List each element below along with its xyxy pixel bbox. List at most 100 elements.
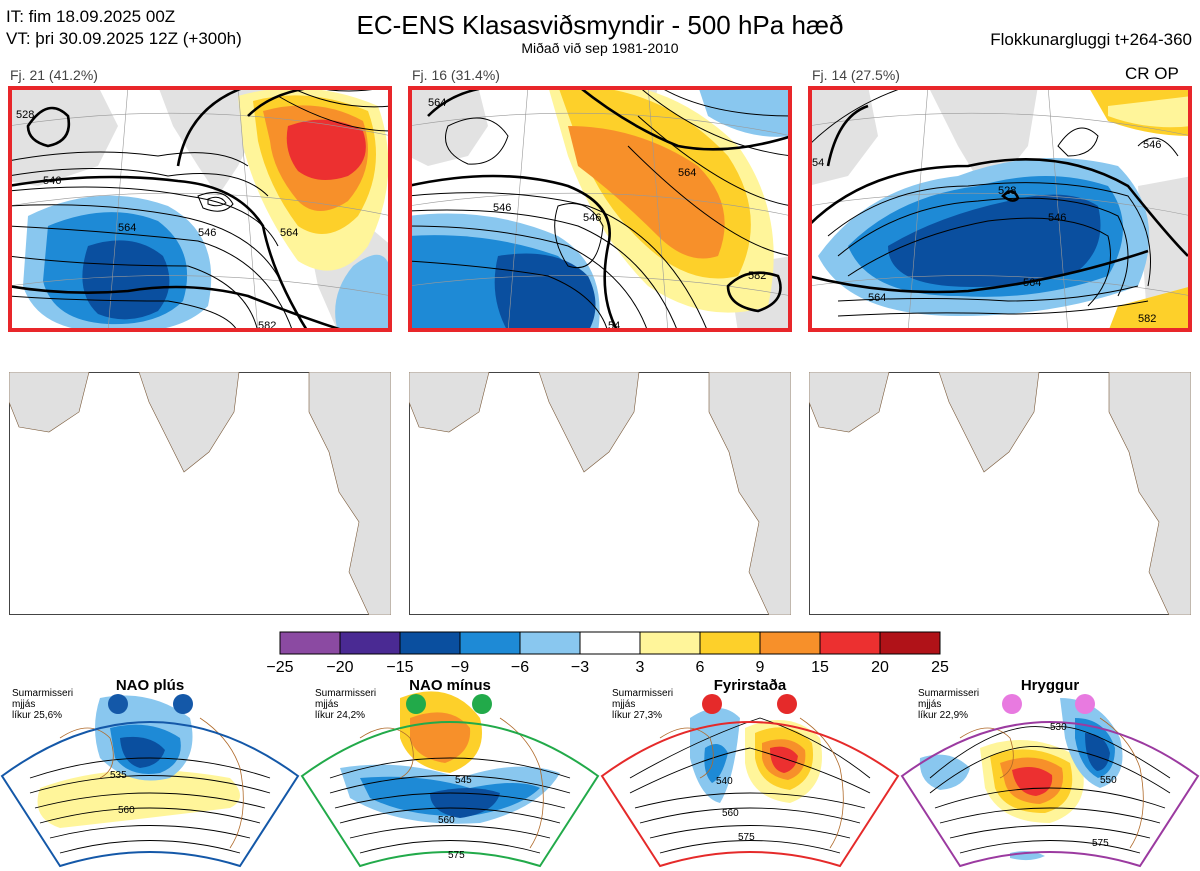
regime-fyrirstada: Fyrirstaða Sumarmisseri mjjás líkur 27,3… bbox=[600, 678, 900, 868]
contour-label: 564 bbox=[280, 227, 298, 239]
colorbar-swatch bbox=[759, 631, 821, 655]
empty-map-1 bbox=[9, 372, 391, 615]
colorbar-swatch bbox=[879, 631, 941, 655]
cluster-map-3: 54 528 546 546 564 564 582 bbox=[808, 86, 1192, 332]
contour-label: 564 bbox=[118, 222, 136, 234]
regime-marker bbox=[108, 694, 128, 714]
contour-label: 546 bbox=[583, 212, 601, 224]
regime-title: Fyrirstaða bbox=[714, 678, 787, 694]
contour-label: 528 bbox=[998, 185, 1016, 197]
contour-label: 560 bbox=[438, 815, 455, 826]
contour-label: 54 bbox=[812, 157, 824, 169]
colorbar-tick-label: 9 bbox=[756, 659, 765, 676]
contour-label: 546 bbox=[1143, 139, 1161, 151]
contour-label: 550 bbox=[1100, 775, 1117, 786]
cluster-frame bbox=[808, 86, 1192, 332]
regime-marker bbox=[1075, 694, 1095, 714]
contour-label: 546 bbox=[198, 227, 216, 239]
colorbar-tick-label: −6 bbox=[511, 659, 529, 676]
regime-nao-minus: NAO mínus Sumarmisseri mjjás líkur 24,2%… bbox=[300, 678, 600, 868]
colorbar-tick-label: 25 bbox=[931, 659, 949, 676]
regime-note-line: líkur 22,9% bbox=[918, 710, 968, 721]
regime-note-line: mjjás bbox=[918, 699, 941, 710]
header-info: IT: fim 18.09.2025 00Z VT: þri 30.09.202… bbox=[6, 6, 242, 50]
cluster-3-label: Fj. 14 (27.5%) bbox=[812, 67, 900, 83]
colorbar-swatch bbox=[399, 631, 461, 655]
contour-label: 530 bbox=[1050, 722, 1067, 733]
colorbar-tick-label: 20 bbox=[871, 659, 889, 676]
regime-marker bbox=[702, 694, 722, 714]
regime-note-line: mjjás bbox=[12, 699, 35, 710]
regimes-panel: NAO plús Sumarmisseri mjjás líkur 25,6% … bbox=[0, 678, 1200, 868]
contour-label: 560 bbox=[118, 805, 135, 816]
regime-marker bbox=[406, 694, 426, 714]
contour-label: 528 bbox=[16, 109, 34, 121]
empty-map-3 bbox=[809, 372, 1191, 615]
empty-map-2 bbox=[409, 372, 791, 615]
colorbar-swatch bbox=[579, 631, 641, 655]
regime-note-line: líkur 24,2% bbox=[315, 710, 365, 721]
regime-note-line: líkur 25,6% bbox=[12, 710, 62, 721]
colorbar-tick-label: 15 bbox=[811, 659, 829, 676]
contour-label: 546 bbox=[43, 175, 61, 187]
colorbar-swatch bbox=[639, 631, 701, 655]
contour-label: 546 bbox=[1048, 212, 1066, 224]
regime-note-line: mjjás bbox=[315, 699, 338, 710]
contour-label: 582 bbox=[748, 270, 766, 282]
contour-label: 582 bbox=[1138, 313, 1156, 325]
colorbar-tick-label: −25 bbox=[266, 659, 293, 676]
valid-time: VT: þri 30.09.2025 12Z (+300h) bbox=[6, 29, 242, 48]
classification-window: Flokkunargluggi t+264-360 bbox=[990, 30, 1192, 49]
colorbar: −25 −20 −15 −9 −6 −3 3 6 9 15 20 25 bbox=[266, 631, 949, 676]
colorbar-tick-label: −9 bbox=[451, 659, 469, 676]
colorbar-swatch bbox=[699, 631, 761, 655]
contour-label: 545 bbox=[455, 775, 472, 786]
colorbar-swatch bbox=[819, 631, 881, 655]
colorbar-tick-label: −20 bbox=[326, 659, 353, 676]
colorbar-tick-label: 3 bbox=[636, 659, 645, 676]
colorbar-swatch bbox=[279, 631, 341, 655]
regime-marker bbox=[1002, 694, 1022, 714]
regime-title: NAO mínus bbox=[409, 678, 491, 694]
contour-label: 560 bbox=[722, 808, 739, 819]
regime-note-line: mjjás bbox=[612, 699, 635, 710]
regime-hryggur: Hryggur Sumarmisseri mjjás líkur 22,9% 5… bbox=[900, 678, 1200, 868]
contour-label: 535 bbox=[110, 770, 127, 781]
regime-note-line: líkur 27,3% bbox=[612, 710, 662, 721]
regime-marker bbox=[472, 694, 492, 714]
contour-label: 540 bbox=[716, 776, 733, 787]
colorbar-swatch bbox=[459, 631, 521, 655]
contour-label: 575 bbox=[448, 850, 465, 861]
initial-time: IT: fim 18.09.2025 00Z bbox=[6, 7, 176, 26]
contour-label: 564 bbox=[1023, 277, 1041, 289]
regime-title: Hryggur bbox=[1021, 678, 1080, 694]
regime-nao-plus: NAO plús Sumarmisseri mjjás líkur 25,6% … bbox=[0, 678, 300, 868]
cr-op-tag: CR OP bbox=[1125, 64, 1179, 83]
contour-label: 564 bbox=[678, 167, 696, 179]
regime-marker bbox=[173, 694, 193, 714]
cluster-1-label: Fj. 21 (41.2%) bbox=[10, 67, 98, 83]
colorbar-swatch bbox=[339, 631, 401, 655]
contour-label: 546 bbox=[493, 202, 511, 214]
contour-label: 564 bbox=[868, 292, 886, 304]
regime-title: NAO plús bbox=[116, 678, 184, 694]
regime-marker bbox=[777, 694, 797, 714]
colorbar-tick-label: −15 bbox=[386, 659, 413, 676]
cluster-2-label: Fj. 16 (31.4%) bbox=[412, 67, 500, 83]
colorbar-swatches bbox=[279, 631, 941, 655]
colorbar-tick-label: 6 bbox=[696, 659, 705, 676]
regime-note-line: Sumarmisseri bbox=[315, 688, 376, 699]
regime-note-line: Sumarmisseri bbox=[12, 688, 73, 699]
contour-label: 564 bbox=[428, 97, 446, 109]
cluster-map-1: 528 546 564 546 564 582 bbox=[8, 86, 392, 332]
contour-label: 575 bbox=[738, 832, 755, 843]
colorbar-tick-label: −3 bbox=[571, 659, 589, 676]
colorbar-ticks: −25 −20 −15 −9 −6 −3 3 6 9 15 20 25 bbox=[266, 659, 949, 676]
regime-note-line: Sumarmisseri bbox=[918, 688, 979, 699]
regime-note-line: Sumarmisseri bbox=[612, 688, 673, 699]
page-title: EC-ENS Klasasviðsmyndir - 500 hPa hæð bbox=[356, 10, 844, 40]
cluster-frame bbox=[8, 86, 392, 332]
colorbar-swatch bbox=[519, 631, 581, 655]
page-subtitle: Miðað við sep 1981-2010 bbox=[521, 40, 679, 56]
cluster-frame bbox=[408, 86, 792, 332]
